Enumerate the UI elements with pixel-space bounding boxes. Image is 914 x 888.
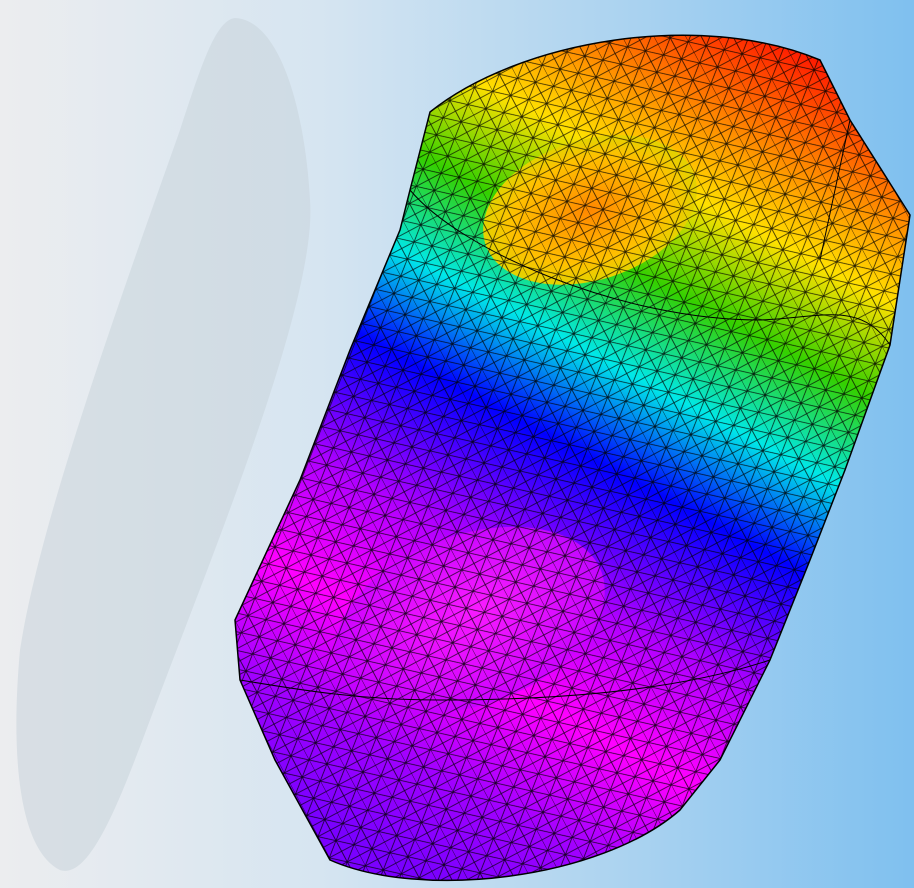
side-edge — [819, 59, 851, 261]
mesh-body[interactable] — [200, 0, 914, 888]
top-face-edge — [409, 189, 891, 346]
shadow-silhouette — [16, 18, 311, 871]
mesh-outline — [234, 34, 911, 882]
bottom-face-edge — [239, 659, 771, 701]
